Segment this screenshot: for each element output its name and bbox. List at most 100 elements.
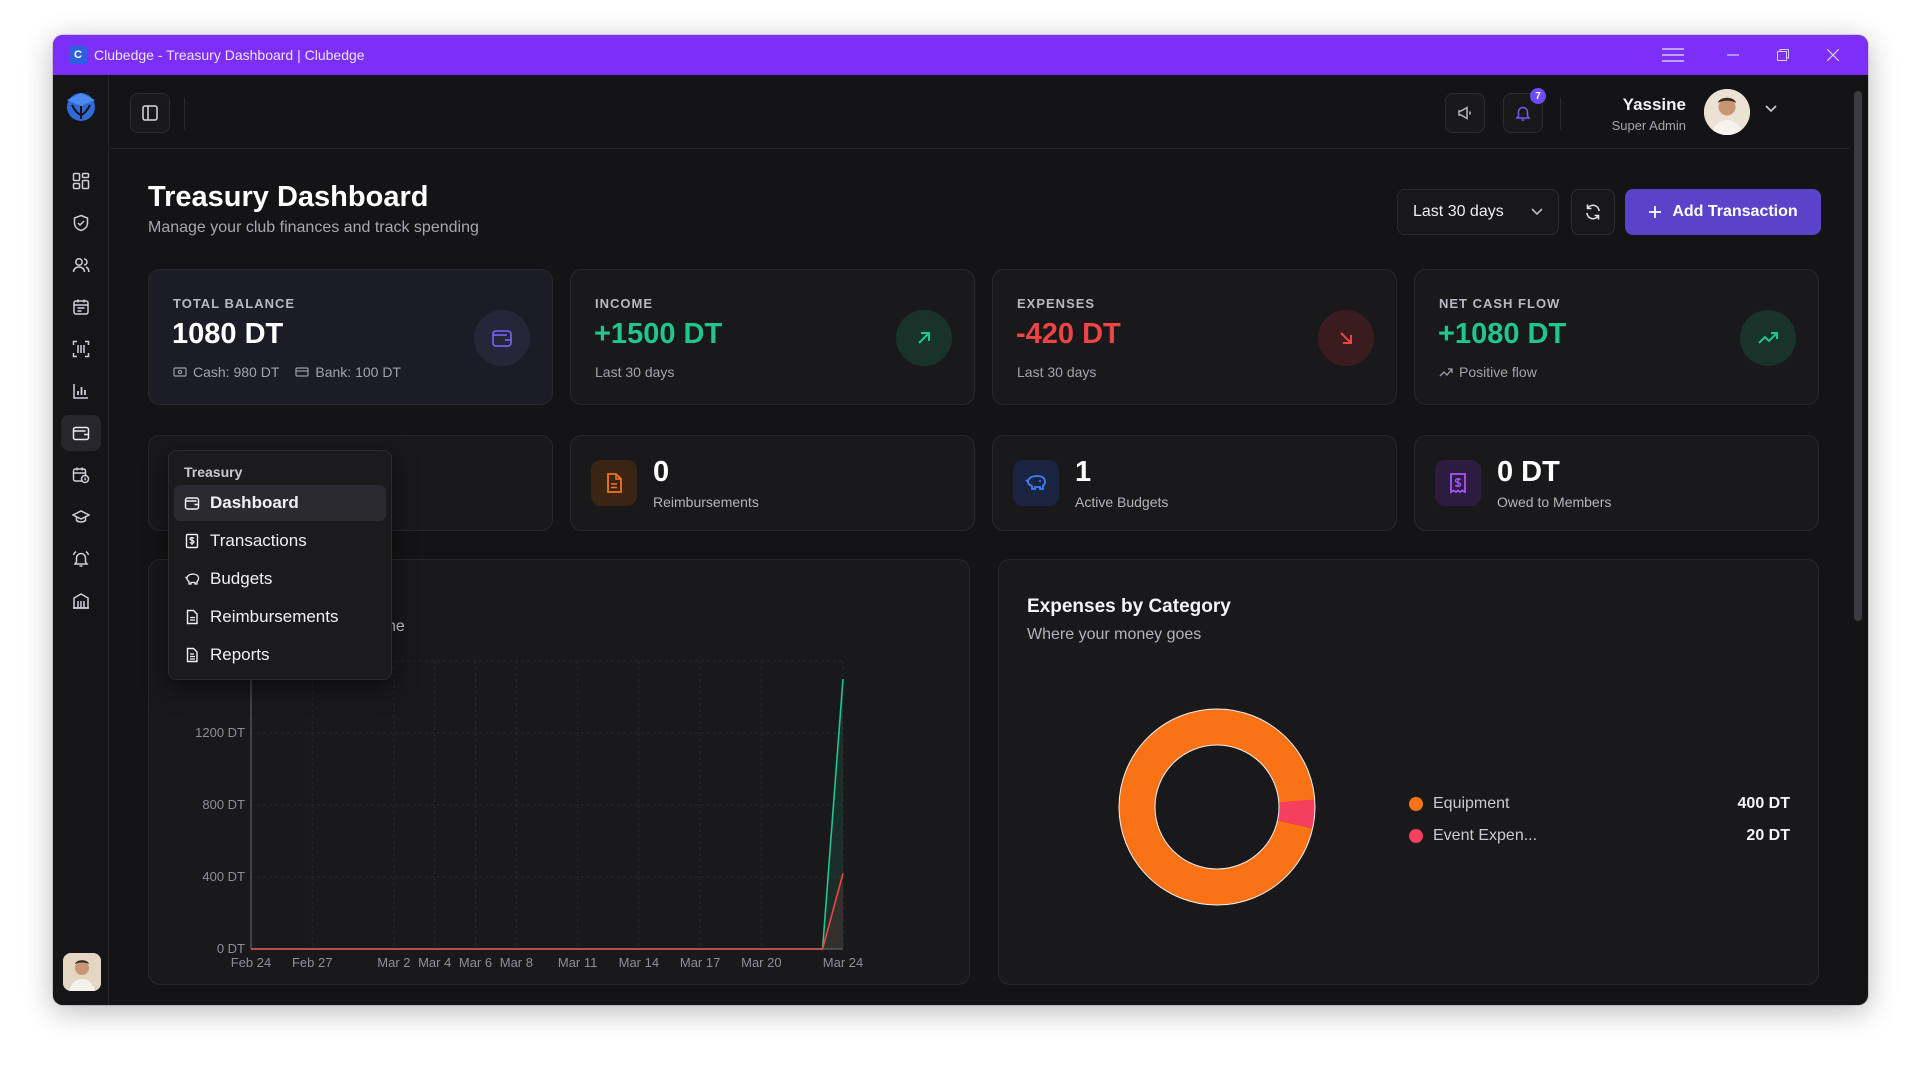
- close-button[interactable]: [1808, 35, 1858, 75]
- sidebar-toggle-button[interactable]: [130, 93, 170, 133]
- announcements-button[interactable]: [1445, 93, 1485, 133]
- shield-check-icon: [73, 214, 89, 232]
- y-tick-label: 800 DT: [202, 797, 245, 812]
- legend-value: 20 DT: [1746, 827, 1790, 844]
- sidebar-item-training[interactable]: [61, 499, 101, 535]
- legend-label: Equipment: [1433, 795, 1510, 812]
- user-role: Super Admin: [1611, 118, 1686, 133]
- treasury-flyout-menu: Treasury Dashboard Transactions Budgets …: [168, 450, 392, 680]
- layout-grid-icon: [72, 172, 90, 190]
- sidebar-item-analytics[interactable]: [61, 373, 101, 409]
- sidebar-item-scanner[interactable]: [61, 331, 101, 367]
- scrollbar[interactable]: [1854, 91, 1862, 621]
- app-icon: C: [69, 46, 87, 64]
- series-line-0: [251, 678, 844, 950]
- stat-sub-row: Positive flow: [1439, 364, 1537, 380]
- y-tick-label: 0 DT: [217, 941, 245, 956]
- x-tick-label: Mar 11: [558, 955, 598, 970]
- sidebar-item-dashboard[interactable]: [61, 163, 101, 199]
- piggy-bank-icon: [1013, 460, 1059, 506]
- flyout-item-reports[interactable]: Reports: [174, 637, 386, 673]
- x-tick-label: Mar 14: [619, 955, 659, 970]
- wallet-icon: [474, 310, 530, 366]
- bell-icon: [1515, 106, 1531, 121]
- x-tick-label: Mar 2: [377, 955, 410, 970]
- panel-subtitle: Where your money goes: [1027, 626, 1202, 643]
- stat-breakdown: Cash: 980 DT Bank: 100 DT: [173, 364, 401, 380]
- sidebar-item-alerts[interactable]: [61, 541, 101, 577]
- file-icon: [186, 609, 198, 625]
- x-tick-label: Feb 27: [292, 955, 332, 970]
- users-icon: [72, 258, 90, 273]
- expenses-by-category-panel: Expenses by Category Where your money go…: [998, 559, 1819, 985]
- flyout-item-budgets[interactable]: Budgets: [174, 561, 386, 597]
- logo[interactable]: [63, 87, 99, 123]
- menu-icon[interactable]: [1648, 35, 1698, 75]
- donut-slice-0: [1119, 709, 1315, 905]
- app-window: C Clubedge - Treasury Dashboard | Clubed…: [53, 35, 1868, 1005]
- stat-card-total-balance: TOTAL BALANCE 1080 DT Cash: 980 DT Bank:…: [148, 269, 553, 405]
- wallet-icon: [72, 426, 90, 441]
- user-name[interactable]: Yassine: [1622, 95, 1686, 114]
- sidebar: [53, 75, 109, 1005]
- sidebar-item-events[interactable]: [61, 457, 101, 493]
- flyout-item-label: Transactions: [210, 531, 307, 550]
- flyout-item-transactions[interactable]: Transactions: [174, 523, 386, 559]
- stat-value: +1080 DT: [1438, 318, 1567, 350]
- series-area-0: [251, 679, 843, 949]
- expenses-donut-chart: [1118, 708, 1316, 906]
- sidebar-avatar[interactable]: [63, 953, 101, 991]
- minimize-button[interactable]: [1708, 35, 1758, 75]
- mini-card-label: Reimbursements: [653, 494, 759, 510]
- refresh-icon: [1586, 204, 1600, 220]
- mini-card-label: Owed to Members: [1497, 494, 1612, 510]
- receipt-dollar-icon: [185, 533, 199, 549]
- arrow-down-right-icon: [1318, 310, 1374, 366]
- mini-card-value: 0 DT: [1497, 456, 1560, 488]
- scan-icon: [72, 340, 90, 358]
- piggy-bank-icon: [185, 573, 200, 585]
- stat-sub: Last 30 days: [1017, 364, 1097, 380]
- y-tick-label: 1200 DT: [195, 725, 245, 740]
- date-range-select[interactable]: Last 30 days: [1397, 189, 1559, 235]
- stat-sub: Positive flow: [1459, 364, 1537, 380]
- sidebar-item-treasury[interactable]: [61, 415, 101, 451]
- x-tick-label: Mar 4: [418, 955, 451, 970]
- notifications-button[interactable]: 7: [1503, 88, 1546, 133]
- stat-label: INCOME: [595, 296, 653, 311]
- refresh-button[interactable]: [1571, 189, 1615, 235]
- notification-badge: 7: [1530, 88, 1546, 104]
- title-bar: C Clubedge - Treasury Dashboard | Clubed…: [53, 35, 1868, 75]
- sidebar-item-members[interactable]: [61, 247, 101, 283]
- flyout-item-label: Reports: [210, 645, 270, 664]
- arrow-up-right-icon: [896, 310, 952, 366]
- bank-balance: Bank: 100 DT: [315, 364, 401, 380]
- flyout-item-reimbursements[interactable]: Reimbursements: [174, 599, 386, 635]
- sidebar-item-calendar[interactable]: [61, 289, 101, 325]
- sidebar-item-organization[interactable]: [61, 583, 101, 619]
- stat-label: TOTAL BALANCE: [173, 296, 296, 311]
- maximize-button[interactable]: [1758, 35, 1808, 75]
- x-tick-label: Feb 24: [231, 955, 271, 970]
- x-tick-label: Mar 17: [680, 955, 720, 970]
- chevron-down-icon[interactable]: [1764, 101, 1778, 120]
- stat-value: +1500 DT: [594, 318, 723, 350]
- panel-title: Expenses by Category: [1027, 596, 1231, 617]
- file-icon: [591, 460, 637, 506]
- sidebar-item-security[interactable]: [61, 205, 101, 241]
- user-avatar[interactable]: [1704, 89, 1750, 135]
- flyout-title: Treasury: [184, 464, 243, 480]
- topbar-divider: [184, 97, 185, 129]
- add-transaction-button[interactable]: Add Transaction: [1625, 189, 1821, 235]
- plus-icon: [1649, 206, 1662, 218]
- x-tick-label: Mar 20: [741, 955, 781, 970]
- flyout-item-dashboard[interactable]: Dashboard: [174, 485, 386, 521]
- mini-card-value: 1: [1075, 456, 1092, 488]
- flyout-item-label: Dashboard: [210, 493, 299, 512]
- date-range-value: Last 30 days: [1413, 203, 1504, 220]
- stat-card-net-cash-flow: NET CASH FLOW +1080 DT Positive flow: [1414, 269, 1819, 405]
- calendar-clock-icon: [72, 467, 90, 484]
- mini-card-owed-to-members: 0 DT Owed to Members: [1414, 435, 1819, 531]
- bar-chart-icon: [73, 384, 88, 399]
- mini-card-label: Active Budgets: [1075, 494, 1169, 510]
